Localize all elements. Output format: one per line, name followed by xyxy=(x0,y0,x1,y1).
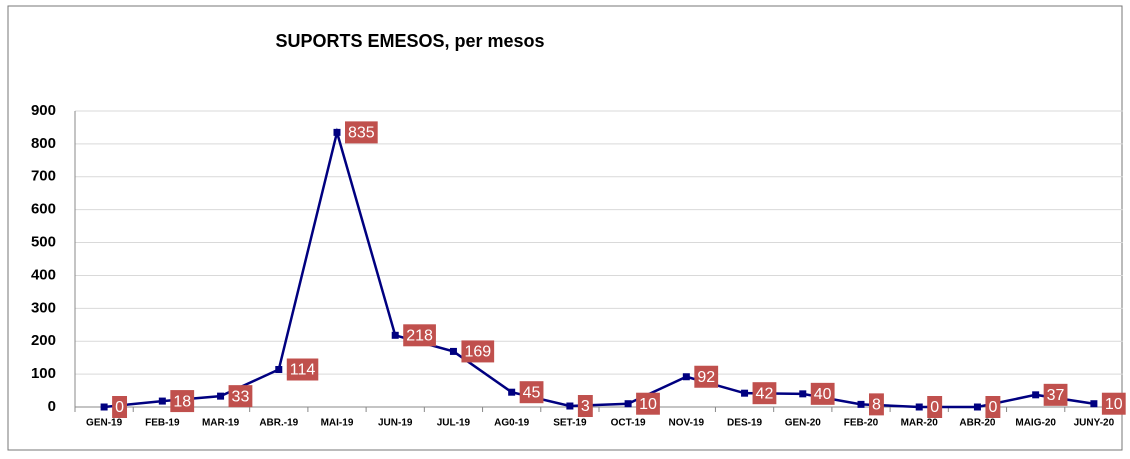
x-tick-label: NOV-19 xyxy=(669,418,705,429)
data-label: 45 xyxy=(523,384,541,401)
data-label-box xyxy=(927,396,943,418)
data-label: 42 xyxy=(756,385,774,402)
y-tick-label: 500 xyxy=(31,234,56,251)
x-tick-label: FEB-19 xyxy=(145,418,180,429)
data-label-box xyxy=(228,385,253,408)
data-point xyxy=(508,388,516,396)
data-label: 835 xyxy=(348,125,375,142)
data-point xyxy=(158,397,166,405)
y-tick-label: 200 xyxy=(31,332,56,349)
data-label-box xyxy=(170,390,195,413)
data-label-box xyxy=(519,381,544,404)
y-tick-label: 400 xyxy=(31,266,56,283)
data-label: 0 xyxy=(988,399,997,416)
x-tick-label: JUL-19 xyxy=(437,418,471,429)
x-tick-label: OCT-19 xyxy=(611,418,646,429)
x-tick-label: ABR.-19 xyxy=(259,418,298,429)
data-label: 3 xyxy=(581,398,590,415)
data-point xyxy=(973,403,981,411)
data-label: 8 xyxy=(872,397,881,414)
data-point xyxy=(857,400,865,408)
data-label-box xyxy=(636,392,660,415)
y-tick-label: 900 xyxy=(31,102,56,119)
x-tick-label: SET-19 xyxy=(553,418,587,429)
data-label-box xyxy=(985,396,1001,418)
data-point xyxy=(566,402,574,410)
data-label: 114 xyxy=(290,362,316,379)
data-label-box xyxy=(694,365,719,388)
x-tick-label: MAI-19 xyxy=(321,418,354,429)
x-tick-label: AG0-19 xyxy=(494,418,529,429)
data-point xyxy=(100,403,108,411)
data-label-box xyxy=(403,324,436,347)
data-label: 10 xyxy=(1105,396,1123,413)
data-label-box xyxy=(869,393,884,416)
chart-title: SUPORTS EMESOS, per mesos xyxy=(275,31,544,51)
y-tick-label: 100 xyxy=(31,365,56,382)
data-point xyxy=(275,366,283,374)
x-tick-label: GEN-20 xyxy=(785,418,822,429)
x-tick-label: DES-19 xyxy=(727,418,762,429)
x-tick-label: ABR-20 xyxy=(959,418,996,429)
y-tick-label: 700 xyxy=(31,168,56,185)
x-tick-label: MAR-20 xyxy=(901,418,939,429)
data-label: 10 xyxy=(639,396,657,413)
data-point xyxy=(682,373,690,381)
y-tick-label: 800 xyxy=(31,135,56,152)
data-label: 0 xyxy=(115,399,124,416)
y-tick-label: 0 xyxy=(48,398,56,415)
data-label-box xyxy=(461,340,495,363)
data-point xyxy=(217,392,225,400)
data-point xyxy=(333,128,341,136)
data-label-box xyxy=(810,382,835,405)
x-tick-label: MAIG-20 xyxy=(1015,418,1056,429)
x-tick-label: JUNY-20 xyxy=(1074,418,1115,429)
chart-frame xyxy=(7,5,1123,451)
data-label: 33 xyxy=(232,388,250,405)
data-point xyxy=(799,390,807,398)
data-label: 218 xyxy=(406,328,433,345)
x-tick-label: MAR-19 xyxy=(202,418,240,429)
data-label: 40 xyxy=(814,386,832,403)
data-point xyxy=(741,389,749,397)
data-label: 169 xyxy=(464,344,491,361)
data-label: 92 xyxy=(697,369,715,386)
data-point xyxy=(1032,391,1040,399)
data-label: 0 xyxy=(930,399,939,416)
y-tick-label: 600 xyxy=(31,201,56,218)
data-point xyxy=(449,347,457,355)
data-point xyxy=(624,400,632,408)
data-label-box xyxy=(345,121,378,144)
data-label-box xyxy=(286,358,319,381)
x-tick-label: FEB-20 xyxy=(844,418,879,429)
data-label-box xyxy=(752,382,777,405)
data-label: 18 xyxy=(173,393,191,410)
data-point xyxy=(391,331,399,339)
data-point xyxy=(915,403,923,411)
x-tick-label: JUN-19 xyxy=(378,418,413,429)
data-point xyxy=(1090,400,1098,408)
data-label-box xyxy=(1043,383,1068,406)
data-label-box xyxy=(577,395,593,418)
data-label-box xyxy=(112,396,128,418)
y-tick-label: 300 xyxy=(31,299,56,316)
data-label: 37 xyxy=(1047,387,1065,404)
data-label-box xyxy=(1101,392,1126,415)
x-tick-label: GEN-19 xyxy=(86,418,123,429)
